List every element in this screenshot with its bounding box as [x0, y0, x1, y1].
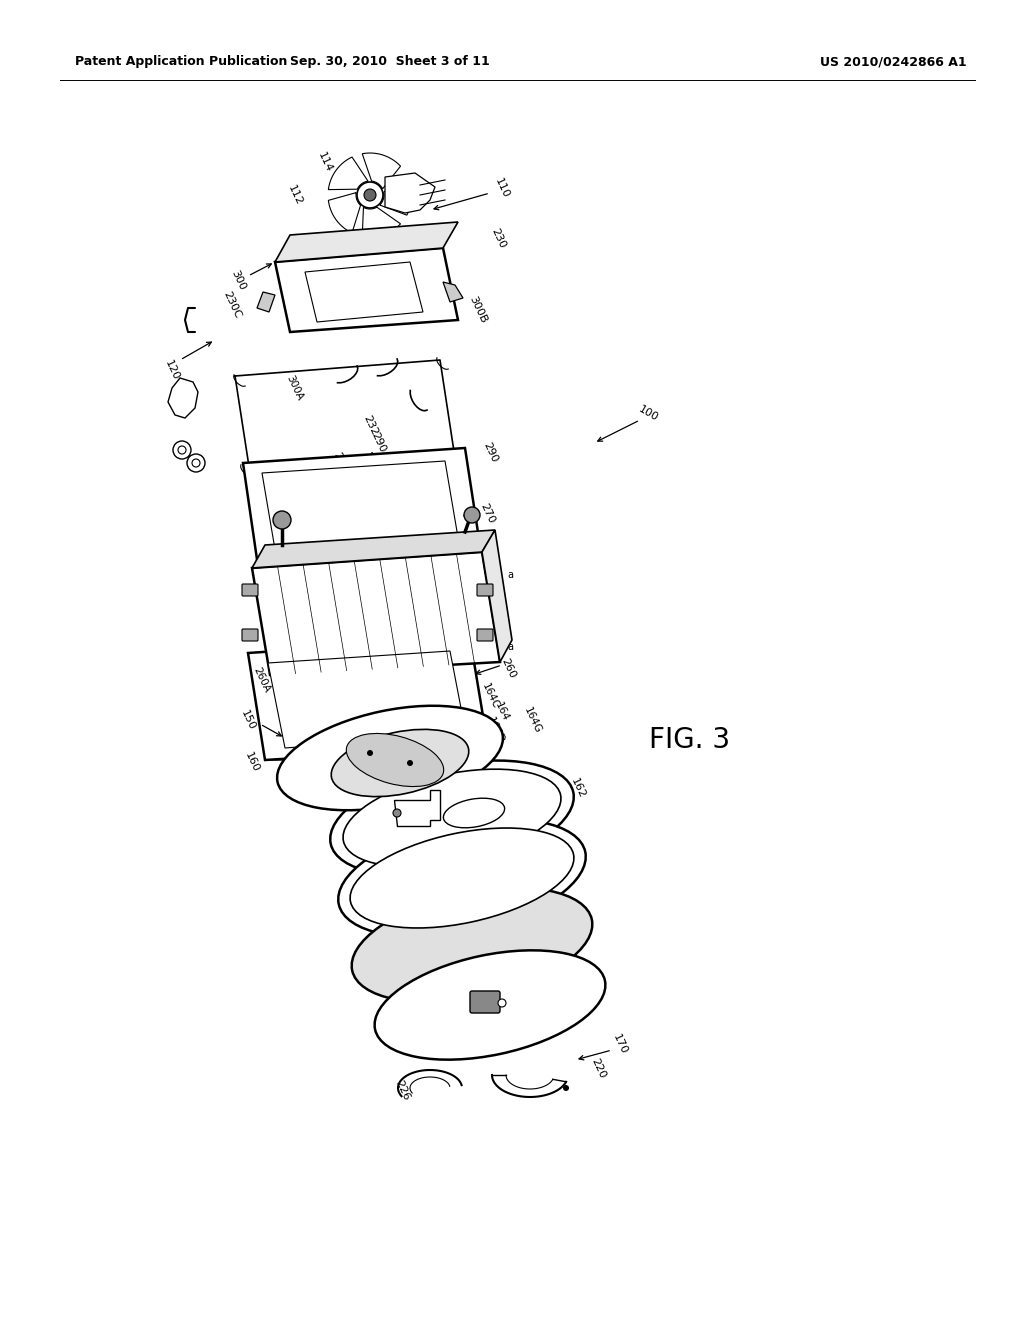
Text: 260: 260: [499, 656, 517, 680]
Circle shape: [273, 511, 291, 529]
Polygon shape: [443, 282, 463, 302]
Text: 290: 290: [369, 430, 387, 454]
Text: 260A: 260A: [252, 665, 272, 694]
Text: 300B: 300B: [467, 294, 488, 325]
Text: 200: 200: [341, 799, 359, 821]
Ellipse shape: [278, 706, 503, 810]
Ellipse shape: [330, 760, 573, 875]
FancyBboxPatch shape: [477, 583, 493, 597]
Circle shape: [498, 999, 506, 1007]
Text: a: a: [507, 570, 513, 579]
Ellipse shape: [331, 730, 469, 797]
Text: 114: 114: [316, 150, 334, 174]
Text: 140: 140: [483, 586, 501, 610]
Circle shape: [393, 809, 401, 817]
Ellipse shape: [351, 887, 592, 1002]
Circle shape: [563, 1085, 569, 1092]
Text: 188: 188: [556, 834, 574, 858]
Circle shape: [464, 507, 480, 523]
Text: 300: 300: [229, 268, 247, 292]
Polygon shape: [362, 153, 400, 189]
Text: 164C: 164C: [479, 681, 501, 710]
Polygon shape: [252, 531, 495, 568]
Text: 166B: 166B: [462, 817, 482, 846]
Polygon shape: [252, 552, 500, 675]
Circle shape: [364, 189, 376, 201]
Text: 186: 186: [561, 983, 579, 1007]
Polygon shape: [440, 1040, 452, 1059]
Ellipse shape: [350, 828, 573, 928]
Text: 184: 184: [549, 921, 567, 945]
Text: 230C: 230C: [221, 290, 243, 321]
Polygon shape: [168, 378, 198, 418]
Circle shape: [367, 750, 373, 756]
Text: 164B: 164B: [300, 711, 321, 741]
Polygon shape: [243, 447, 483, 579]
Polygon shape: [275, 222, 458, 261]
Circle shape: [357, 182, 383, 209]
Text: 170: 170: [611, 1032, 629, 1056]
Text: 164D: 164D: [484, 715, 506, 744]
Polygon shape: [385, 173, 435, 213]
Text: 164G: 164G: [521, 705, 543, 735]
Polygon shape: [305, 261, 423, 322]
Text: 166A: 166A: [352, 812, 373, 841]
Text: 192: 192: [351, 857, 369, 879]
Text: 290: 290: [391, 453, 409, 477]
Polygon shape: [329, 193, 360, 232]
Text: 120: 120: [163, 358, 181, 381]
Text: 100: 100: [636, 404, 659, 424]
Text: FIG. 3: FIG. 3: [649, 726, 730, 754]
Text: 226: 226: [393, 1078, 411, 1102]
Ellipse shape: [346, 734, 443, 787]
Polygon shape: [362, 207, 400, 238]
Ellipse shape: [338, 818, 586, 937]
Text: 112: 112: [286, 183, 304, 207]
Polygon shape: [262, 461, 461, 568]
Polygon shape: [482, 531, 512, 663]
Text: 164A: 164A: [319, 734, 340, 763]
Text: 160: 160: [243, 750, 261, 774]
FancyBboxPatch shape: [242, 630, 258, 642]
Text: Patent Application Publication: Patent Application Publication: [75, 55, 288, 69]
Text: 270: 270: [478, 502, 496, 525]
Text: 110: 110: [493, 177, 511, 199]
Text: 164E: 164E: [310, 748, 330, 776]
Text: 232: 232: [361, 413, 379, 437]
FancyBboxPatch shape: [470, 991, 500, 1012]
Text: 290: 290: [481, 441, 499, 463]
Text: 220: 220: [589, 1056, 607, 1080]
Text: 164: 164: [494, 701, 511, 723]
Text: a: a: [507, 642, 513, 652]
FancyBboxPatch shape: [242, 583, 258, 597]
Polygon shape: [329, 157, 368, 190]
Polygon shape: [394, 789, 440, 826]
Text: 300A: 300A: [285, 374, 305, 403]
Polygon shape: [268, 651, 466, 748]
Text: 290: 290: [331, 450, 349, 474]
Text: US 2010/0242866 A1: US 2010/0242866 A1: [820, 55, 967, 69]
Text: 180: 180: [561, 861, 579, 883]
Text: 150: 150: [239, 709, 257, 731]
Text: 162: 162: [569, 776, 587, 800]
Ellipse shape: [343, 770, 561, 867]
Ellipse shape: [375, 950, 605, 1060]
Polygon shape: [275, 248, 458, 333]
Text: 166: 166: [513, 810, 531, 834]
FancyBboxPatch shape: [477, 630, 493, 642]
Ellipse shape: [443, 799, 505, 828]
Text: Sep. 30, 2010  Sheet 3 of 11: Sep. 30, 2010 Sheet 3 of 11: [290, 55, 489, 69]
Polygon shape: [380, 174, 412, 215]
Polygon shape: [257, 292, 275, 312]
Polygon shape: [248, 638, 488, 760]
Text: 224: 224: [419, 1032, 437, 1056]
Text: 230: 230: [489, 226, 507, 249]
Circle shape: [407, 760, 413, 766]
